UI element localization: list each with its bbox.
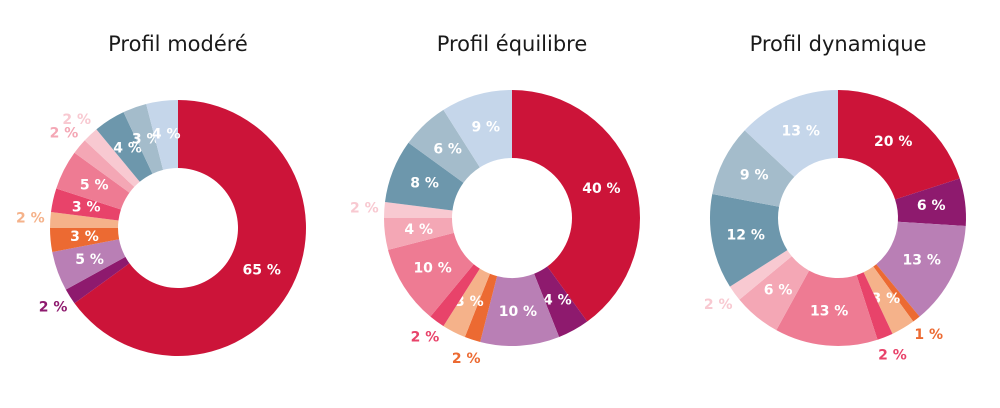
value-label: 4 %	[543, 292, 572, 308]
donut-segment	[52, 239, 126, 290]
donut-segment	[50, 228, 120, 252]
donut-segment	[74, 140, 135, 193]
value-label: 9 %	[471, 120, 500, 136]
donut-segment	[712, 130, 795, 207]
value-label: 9 %	[740, 167, 769, 183]
value-label: 4 %	[152, 127, 181, 143]
donut-segment	[710, 194, 788, 287]
donut-segment	[388, 232, 474, 317]
donut-segment	[384, 201, 453, 218]
donut-segment	[534, 266, 588, 338]
donut-segment	[96, 112, 153, 182]
value-label: 6 %	[764, 282, 793, 298]
donut-segment	[123, 104, 164, 174]
value-label: 4 %	[404, 222, 433, 238]
donut-segment	[84, 129, 140, 187]
chart-title: Profil modéré	[108, 32, 248, 56]
donut-segment	[65, 256, 130, 304]
donut-segment	[385, 142, 464, 211]
value-label: 13 %	[810, 304, 848, 320]
donut-segment	[74, 100, 306, 356]
value-label: 6 %	[917, 198, 946, 214]
donut-segment	[443, 90, 512, 168]
donut-segment	[776, 270, 878, 346]
value-label: 3 %	[72, 199, 101, 215]
value-label: 2 %	[50, 126, 79, 142]
value-label: 2 %	[411, 330, 440, 346]
value-label: 4 %	[113, 141, 142, 157]
chart-title: Profil équilibre	[437, 32, 588, 56]
donut-segment	[464, 273, 498, 342]
donut-segment	[863, 266, 914, 334]
value-label: 2 %	[62, 112, 91, 128]
donut-segment	[56, 152, 130, 210]
donut-segment	[895, 178, 966, 227]
donut-segment	[408, 109, 480, 183]
donut-segment	[729, 250, 792, 300]
value-label: 1 %	[914, 327, 943, 343]
value-label: 3 %	[455, 294, 484, 310]
value-label: 10 %	[413, 260, 451, 276]
value-label: 12 %	[726, 228, 764, 244]
donut-segment	[384, 218, 454, 250]
donut-segment	[739, 256, 810, 331]
value-label: 2 %	[704, 297, 733, 313]
value-label: 3 %	[132, 132, 161, 148]
donut-segment	[430, 264, 480, 327]
donut-segment	[443, 268, 490, 338]
value-label: 2 %	[16, 211, 45, 227]
donut-segment	[480, 273, 560, 346]
value-label: 6 %	[433, 141, 462, 157]
value-label: 8 %	[410, 175, 439, 191]
donut-segment	[146, 100, 178, 170]
donut-segment	[838, 90, 960, 200]
value-label: 10 %	[499, 304, 537, 320]
donut-segment	[876, 221, 966, 317]
value-label: 3 %	[872, 291, 901, 307]
value-label: 2 %	[452, 351, 481, 367]
value-label: 13 %	[903, 253, 941, 269]
value-label: 5 %	[80, 177, 109, 193]
value-label: 65 %	[243, 263, 281, 279]
value-label: 2 %	[350, 201, 379, 217]
value-label: 2 %	[878, 348, 907, 364]
donut-segment	[50, 211, 119, 228]
donut-segment	[51, 188, 121, 221]
chart-title: Profil dynamique	[750, 32, 927, 56]
donut-segment	[744, 90, 838, 177]
value-label: 20 %	[874, 134, 912, 150]
value-label: 2 %	[39, 299, 68, 315]
donut-segment	[873, 264, 920, 322]
value-label: 5 %	[75, 252, 104, 268]
value-label: 40 %	[582, 181, 620, 197]
value-label: 13 %	[781, 124, 819, 140]
donut-segment	[856, 272, 893, 340]
donut-segment	[512, 90, 641, 322]
value-label: 3 %	[70, 229, 99, 245]
